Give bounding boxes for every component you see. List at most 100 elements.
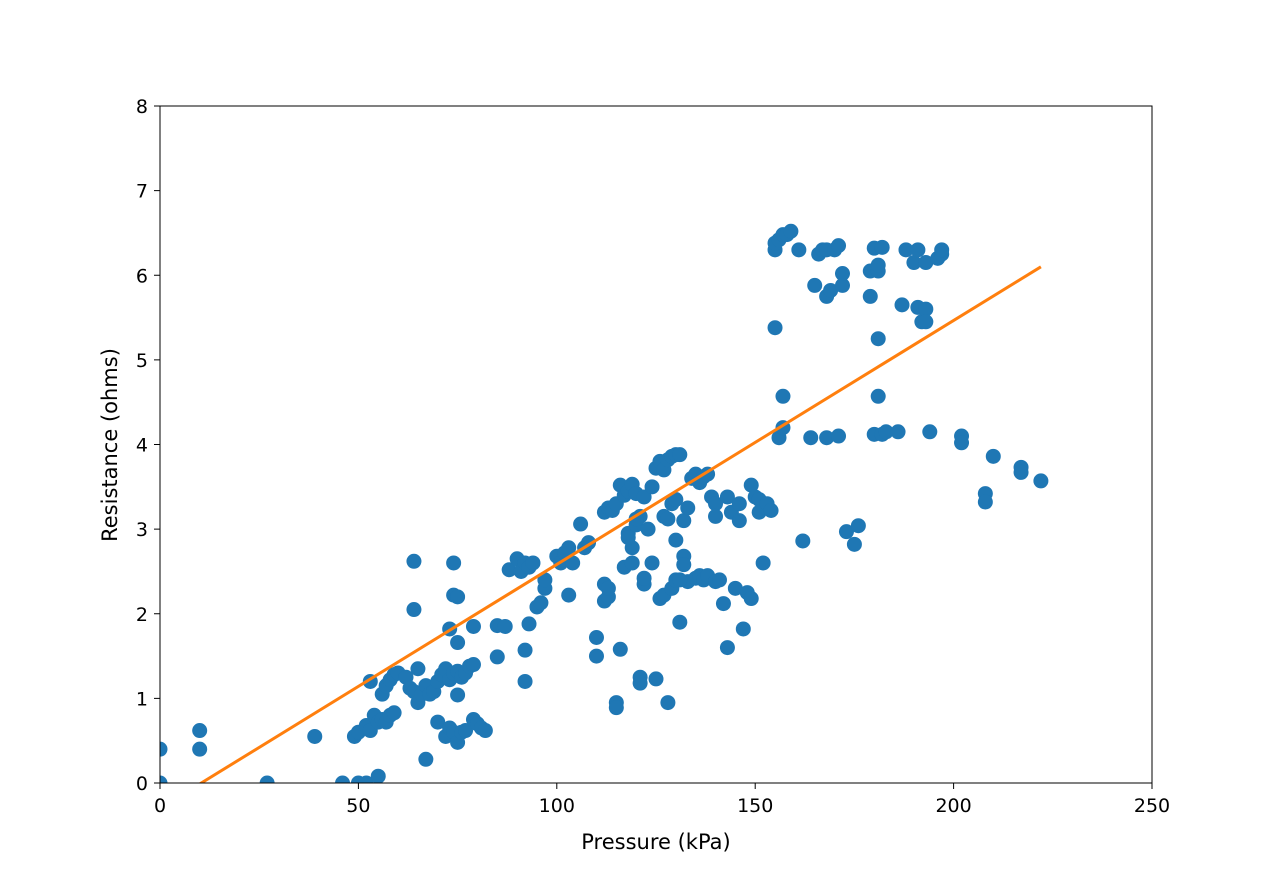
data-point <box>898 242 914 258</box>
y-tick-label: 0 <box>136 773 148 795</box>
data-point <box>767 320 783 336</box>
data-point <box>743 591 759 607</box>
scatter-points <box>160 223 1049 783</box>
data-point <box>358 775 374 783</box>
data-point <box>624 555 640 571</box>
data-point <box>648 671 664 687</box>
data-point <box>307 728 323 744</box>
data-point <box>906 255 922 271</box>
data-point <box>878 424 894 440</box>
data-point <box>636 570 652 586</box>
data-point <box>533 595 549 611</box>
data-point <box>910 242 926 258</box>
data-point <box>672 614 688 630</box>
data-point <box>450 589 466 605</box>
data-point <box>894 297 910 313</box>
y-tick-label: 7 <box>136 181 148 203</box>
data-point <box>775 388 791 404</box>
data-point <box>636 489 652 505</box>
data-point <box>501 562 517 578</box>
data-point <box>588 629 604 645</box>
data-point <box>672 572 688 588</box>
data-point <box>465 657 481 673</box>
x-tick-label: 250 <box>1134 795 1170 817</box>
data-point <box>600 580 616 596</box>
data-point <box>803 430 819 446</box>
data-point <box>823 282 839 298</box>
x-tick-label: 200 <box>935 795 971 817</box>
data-point <box>763 503 779 519</box>
data-point <box>719 640 735 656</box>
data-point <box>838 524 854 540</box>
data-point <box>525 555 541 571</box>
data-point <box>735 621 751 637</box>
data-point <box>870 331 886 347</box>
data-point <box>783 223 799 239</box>
data-point <box>834 266 850 282</box>
y-tick-label: 5 <box>136 350 148 372</box>
data-point <box>711 572 727 588</box>
data-point <box>834 277 850 293</box>
data-point <box>644 479 660 495</box>
y-axis-ticks: 0 1 2 3 4 5 6 7 8 <box>136 96 160 795</box>
data-point <box>370 768 386 783</box>
y-tick-label: 6 <box>136 265 148 287</box>
x-tick-label: 100 <box>539 795 575 817</box>
data-point <box>791 242 807 258</box>
x-tick-label: 0 <box>154 795 166 817</box>
data-point <box>719 489 735 505</box>
data-point <box>977 494 993 510</box>
data-point <box>708 496 724 512</box>
data-point <box>831 428 847 444</box>
data-point <box>676 557 692 573</box>
data-point <box>450 687 466 703</box>
data-point <box>632 675 648 691</box>
data-point <box>918 255 934 271</box>
data-point <box>477 723 493 739</box>
x-axis-title: Pressure (kPa) <box>581 830 730 854</box>
data-point <box>465 618 481 634</box>
data-point <box>418 751 434 767</box>
data-point <box>755 555 771 571</box>
data-point <box>608 700 624 716</box>
x-axis-ticks: 0 50 100 150 200 250 <box>154 783 1170 817</box>
data-point <box>850 518 866 534</box>
y-tick-label: 1 <box>136 688 148 710</box>
data-point <box>628 511 644 527</box>
data-point <box>660 695 676 711</box>
data-point <box>160 775 168 783</box>
data-point <box>640 521 656 537</box>
data-point <box>807 277 823 293</box>
y-tick-label: 4 <box>136 435 148 457</box>
y-axis-title: Resistance (ohms) <box>98 348 122 542</box>
data-point <box>446 555 462 571</box>
data-point <box>335 775 351 783</box>
x-tick-label: 150 <box>737 795 773 817</box>
data-point <box>410 661 426 677</box>
data-point <box>680 500 696 516</box>
data-point <box>406 553 422 569</box>
data-point <box>160 741 168 757</box>
data-point <box>672 447 688 463</box>
data-point <box>386 705 402 721</box>
data-point <box>668 492 684 508</box>
data-point <box>874 239 890 255</box>
data-point <box>862 288 878 304</box>
data-point <box>561 540 577 556</box>
data-point <box>660 511 676 527</box>
data-point <box>489 649 505 665</box>
data-point <box>922 424 938 440</box>
data-point <box>406 602 422 618</box>
data-point <box>458 723 474 739</box>
data-point <box>192 741 208 757</box>
data-point <box>846 536 862 552</box>
data-point <box>450 635 466 651</box>
data-point <box>517 642 533 658</box>
data-point <box>612 641 628 657</box>
data-point <box>588 648 604 664</box>
data-point <box>890 424 906 440</box>
data-point <box>573 516 589 532</box>
data-point <box>565 555 581 571</box>
data-point <box>561 587 577 603</box>
